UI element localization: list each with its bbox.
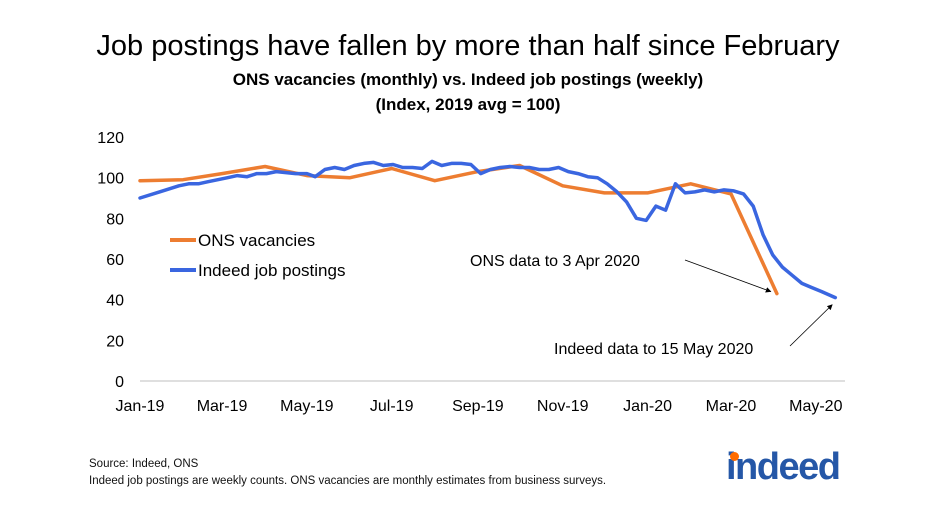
x-tick-label: Jan-19	[116, 398, 165, 415]
x-tick-label: Jul-19	[370, 398, 414, 415]
footer-source: Source: Indeed, ONS	[89, 458, 199, 470]
x-tick-label: Sep-19	[452, 398, 504, 415]
series-line-ons-vacancies	[138, 163, 779, 296]
y-tick-label: 0	[115, 374, 124, 391]
x-tick-label: Mar-20	[706, 398, 757, 415]
y-tick-label: 40	[106, 293, 124, 310]
y-tick-label: 20	[106, 333, 124, 350]
y-tick-label: 80	[106, 211, 124, 228]
footer-note: Indeed job postings are weekly counts. O…	[89, 475, 607, 487]
logo-dot-icon	[730, 452, 739, 461]
y-tick-label: 120	[97, 130, 124, 147]
y-tick-label: 100	[97, 171, 124, 188]
y-tick-label: 60	[106, 252, 124, 269]
logo-text: indeed	[726, 446, 841, 488]
x-tick-label: May-19	[280, 398, 333, 415]
annotation-ons-label: ONS data to 3 Apr 2020	[470, 253, 640, 270]
annotation-indeed-label: Indeed data to 15 May 2020	[554, 341, 753, 358]
chart-subtitle-line1: ONS vacancies (monthly) vs. Indeed job p…	[232, 70, 704, 89]
x-tick-label: May-20	[789, 398, 842, 415]
legend-label: ONS vacancies	[198, 231, 315, 250]
annotation-ons-arrow	[684, 259, 772, 293]
indeed-logo: indeed	[726, 446, 841, 489]
legend-label: Indeed job postings	[198, 261, 345, 280]
x-tick-label: Jan-20	[623, 398, 672, 415]
x-tick-label: Mar-19	[197, 398, 248, 415]
annotation-indeed-arrow	[789, 304, 833, 347]
chart-subtitle-line2: (Index, 2019 avg = 100)	[375, 95, 561, 114]
chart-title: Job postings have fallen by more than ha…	[96, 30, 840, 62]
series-line-indeed-job-postings	[138, 159, 838, 300]
x-tick-label: Nov-19	[537, 398, 589, 415]
